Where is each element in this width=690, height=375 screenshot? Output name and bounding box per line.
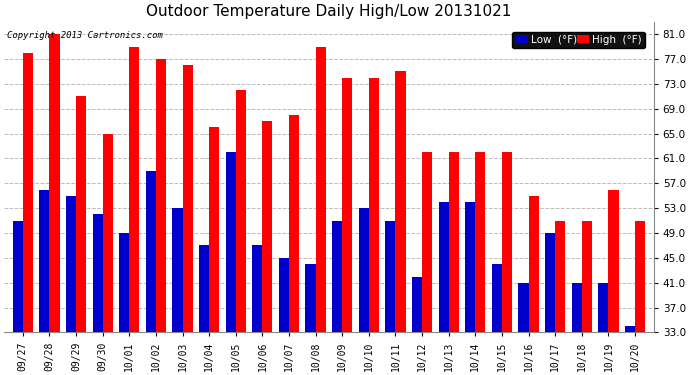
- Bar: [66, 196, 76, 332]
- Bar: [23, 53, 33, 332]
- Bar: [199, 245, 209, 332]
- Bar: [518, 283, 529, 332]
- Bar: [412, 276, 422, 332]
- Bar: [226, 152, 236, 332]
- Title: Outdoor Temperature Daily High/Low 20131021: Outdoor Temperature Daily High/Low 20131…: [146, 4, 511, 19]
- Bar: [475, 152, 486, 332]
- Bar: [465, 202, 475, 332]
- Bar: [529, 196, 539, 332]
- Bar: [598, 283, 609, 332]
- Bar: [625, 326, 635, 332]
- Bar: [359, 208, 369, 332]
- Bar: [572, 283, 582, 332]
- Bar: [582, 220, 592, 332]
- Bar: [332, 220, 342, 332]
- Text: Copyright 2013 Cartronics.com: Copyright 2013 Cartronics.com: [8, 31, 164, 40]
- Bar: [146, 171, 156, 332]
- Bar: [12, 220, 23, 332]
- Bar: [342, 78, 353, 332]
- Bar: [306, 264, 315, 332]
- Bar: [555, 220, 565, 332]
- Bar: [502, 152, 512, 332]
- Bar: [236, 90, 246, 332]
- Bar: [635, 220, 645, 332]
- Bar: [289, 115, 299, 332]
- Bar: [39, 189, 50, 332]
- Bar: [395, 71, 406, 332]
- Bar: [209, 128, 219, 332]
- Bar: [545, 233, 555, 332]
- Bar: [439, 202, 449, 332]
- Bar: [609, 189, 618, 332]
- Bar: [172, 208, 183, 332]
- Bar: [369, 78, 379, 332]
- Bar: [448, 152, 459, 332]
- Bar: [279, 258, 289, 332]
- Bar: [76, 96, 86, 332]
- Bar: [183, 65, 193, 332]
- Bar: [253, 245, 262, 332]
- Legend: Low  (°F), High  (°F): Low (°F), High (°F): [512, 32, 645, 48]
- Bar: [50, 34, 59, 332]
- Bar: [156, 59, 166, 332]
- Bar: [262, 121, 273, 332]
- Bar: [385, 220, 395, 332]
- Bar: [315, 46, 326, 332]
- Bar: [492, 264, 502, 332]
- Bar: [92, 214, 103, 332]
- Bar: [129, 46, 139, 332]
- Bar: [119, 233, 129, 332]
- Bar: [422, 152, 432, 332]
- Bar: [103, 134, 112, 332]
